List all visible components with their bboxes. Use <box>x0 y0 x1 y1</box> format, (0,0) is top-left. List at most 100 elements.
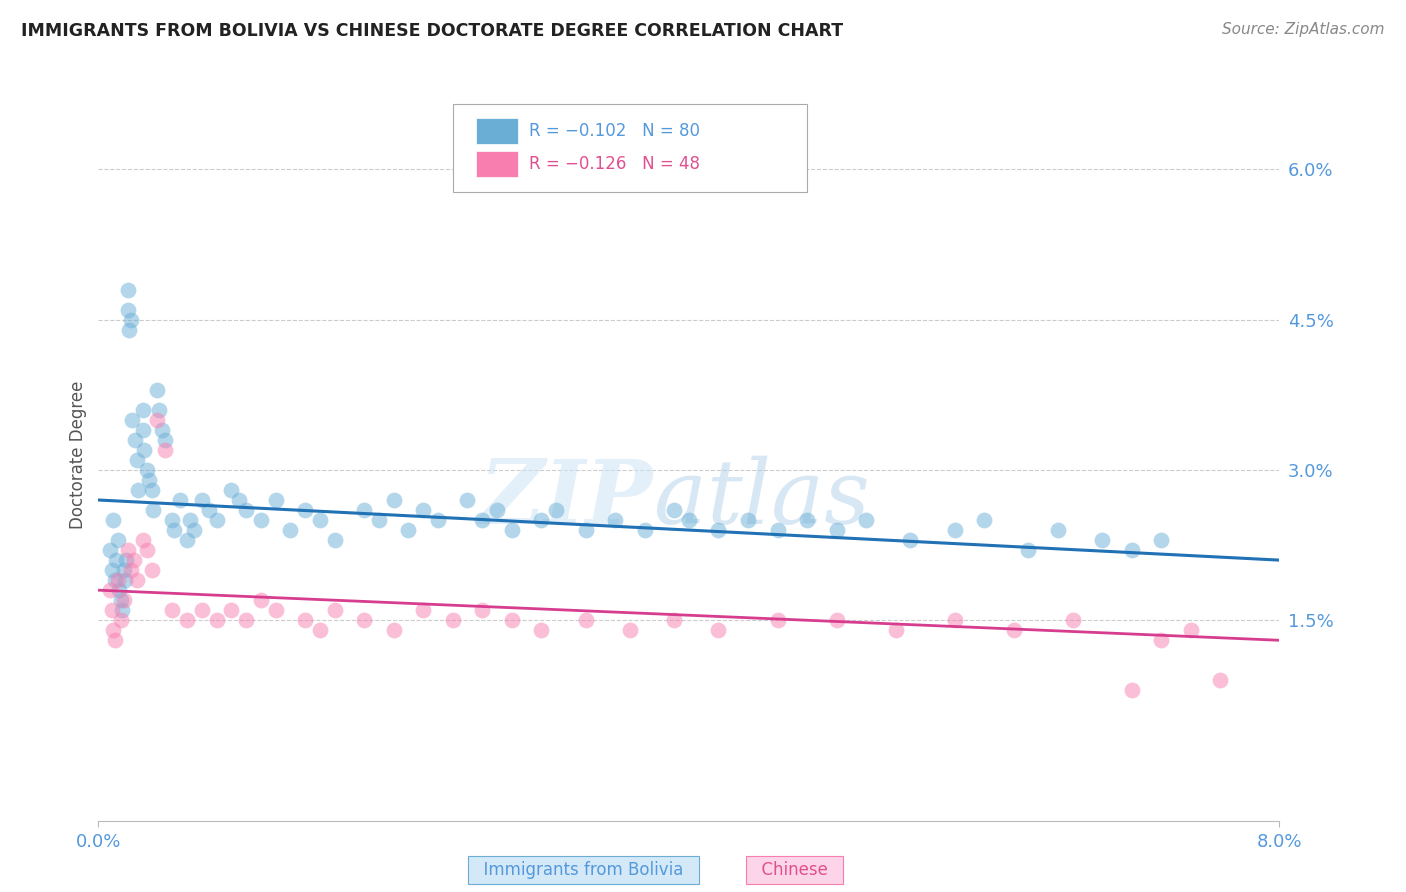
Point <box>1150 633 1173 648</box>
Text: IMMIGRANTS FROM BOLIVIA VS CHINESE DOCTORATE DEGREE CORRELATION CHART: IMMIGRANTS FROM BOLIVIA VS CHINESE DOCTO… <box>21 22 844 40</box>
Point <box>176 533 198 547</box>
Point <box>264 493 287 508</box>
Point <box>112 563 135 577</box>
Point <box>766 613 789 627</box>
Point <box>179 513 201 527</box>
Point <box>142 503 165 517</box>
Point <box>110 613 132 627</box>
Point <box>120 312 142 326</box>
FancyBboxPatch shape <box>477 152 517 177</box>
Point <box>132 423 155 437</box>
Point <box>943 523 966 537</box>
Point <box>1062 613 1084 627</box>
Point <box>707 624 730 638</box>
Point <box>308 624 332 638</box>
Point <box>114 573 136 587</box>
Point <box>1150 533 1173 547</box>
Point <box>112 593 135 607</box>
Point <box>353 503 375 517</box>
Point <box>104 633 127 648</box>
Point <box>98 543 121 558</box>
Point <box>235 613 257 627</box>
Point <box>118 323 141 337</box>
Point <box>530 624 553 638</box>
Text: R = −0.102   N = 80: R = −0.102 N = 80 <box>530 122 700 140</box>
Point <box>103 513 125 527</box>
Point <box>162 603 183 617</box>
Point <box>1017 543 1039 558</box>
Y-axis label: Doctorate Degree: Doctorate Degree <box>69 381 87 529</box>
Point <box>294 613 316 627</box>
Point <box>138 473 160 487</box>
Point <box>169 493 191 508</box>
Point <box>546 503 568 517</box>
Point <box>117 302 139 317</box>
Point <box>367 513 389 527</box>
Point <box>235 503 257 517</box>
Point <box>1091 533 1114 547</box>
Point <box>943 613 966 627</box>
Point <box>176 613 198 627</box>
Point <box>136 543 159 558</box>
Point <box>125 573 148 587</box>
Point <box>973 513 995 527</box>
Point <box>146 413 169 427</box>
Point <box>146 383 169 397</box>
Point <box>664 613 686 627</box>
Point <box>900 533 922 547</box>
Point <box>134 442 156 457</box>
Text: atlas: atlas <box>654 456 869 542</box>
Point <box>855 513 877 527</box>
Point <box>426 513 449 527</box>
Point <box>707 523 730 537</box>
Point <box>678 513 700 527</box>
Point <box>100 603 122 617</box>
Point <box>530 513 553 527</box>
Point <box>396 523 419 537</box>
Point <box>1046 523 1069 537</box>
Point <box>153 433 176 447</box>
Point <box>107 573 129 587</box>
Point <box>308 513 332 527</box>
Point <box>105 553 128 567</box>
Point <box>825 523 848 537</box>
Point <box>501 613 523 627</box>
Point <box>501 523 523 537</box>
Point <box>115 553 138 567</box>
Point <box>110 593 132 607</box>
Point <box>98 583 121 598</box>
Point <box>103 624 125 638</box>
Point <box>884 624 907 638</box>
Point <box>796 513 818 527</box>
Point <box>117 543 139 558</box>
Point <box>205 513 228 527</box>
Point <box>100 563 122 577</box>
Point <box>228 493 250 508</box>
Point <box>294 503 316 517</box>
Point <box>1121 543 1143 558</box>
Point <box>124 433 146 447</box>
Point <box>323 603 346 617</box>
Point <box>117 283 139 297</box>
Point <box>412 603 434 617</box>
Point <box>111 603 134 617</box>
Point <box>1209 673 1232 688</box>
Point <box>825 613 848 627</box>
Point <box>120 563 142 577</box>
Point <box>121 413 143 427</box>
Point <box>456 493 478 508</box>
Point <box>574 613 596 627</box>
Point <box>125 453 148 467</box>
Point <box>278 523 302 537</box>
Point <box>737 513 759 527</box>
Point <box>108 583 131 598</box>
FancyBboxPatch shape <box>477 119 517 144</box>
Point <box>162 513 183 527</box>
Point <box>198 503 221 517</box>
Point <box>250 513 273 527</box>
Point <box>163 523 186 537</box>
Point <box>633 523 655 537</box>
Point <box>619 624 641 638</box>
Point <box>441 613 464 627</box>
Point <box>153 442 176 457</box>
